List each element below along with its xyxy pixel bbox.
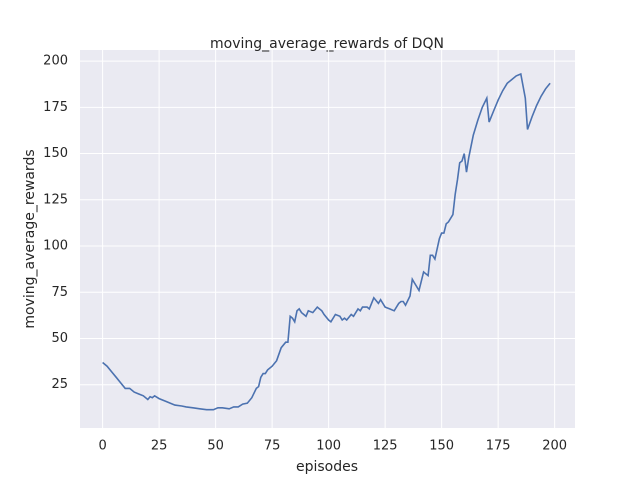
y-tick-label: 150 <box>43 146 68 161</box>
x-tick-label: 75 <box>264 439 281 454</box>
x-tick-label: 175 <box>486 439 511 454</box>
y-tick-label: 75 <box>51 285 68 300</box>
y-tick-label: 125 <box>43 192 68 207</box>
x-tick-label: 200 <box>542 439 567 454</box>
x-tick-label: 150 <box>429 439 454 454</box>
x-tick-label: 25 <box>151 439 168 454</box>
y-tick-label: 175 <box>43 100 68 115</box>
x-tick-label: 125 <box>373 439 398 454</box>
y-tick-label: 25 <box>51 377 68 392</box>
y-axis-label: moving_average_rewards <box>22 149 38 328</box>
x-tick-label: 100 <box>316 439 341 454</box>
plot-area <box>80 50 575 428</box>
x-tick-label: 0 <box>98 439 106 454</box>
chart-title: moving_average_rewards of DQN <box>210 36 444 52</box>
y-tick-label: 50 <box>51 331 68 346</box>
x-axis-label: episodes <box>296 459 358 475</box>
y-tick-label: 100 <box>43 239 68 254</box>
y-tick-label: 200 <box>43 54 68 69</box>
line <box>102 72 551 411</box>
x-tick-label: 50 <box>207 439 224 454</box>
